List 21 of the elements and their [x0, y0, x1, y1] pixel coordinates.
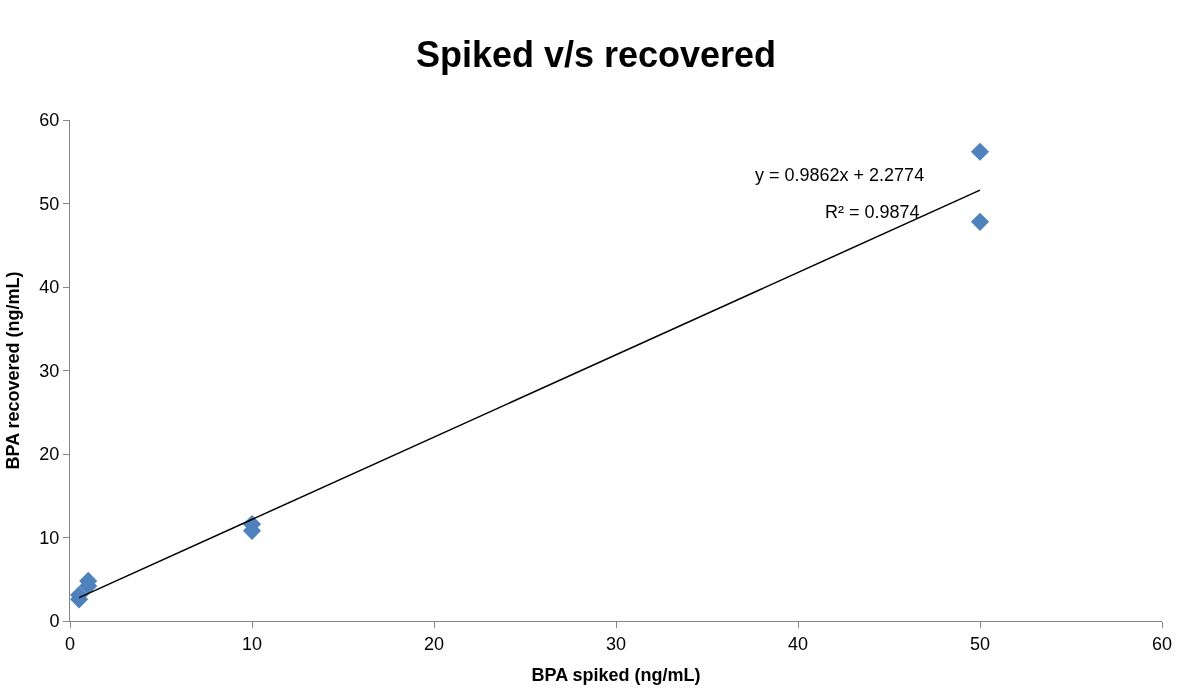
y-tick-label: 60 [39, 110, 60, 131]
x-tick-label: 50 [969, 633, 991, 654]
annotation: y = 0.9862x + 2.2774 [755, 165, 925, 185]
y-tick-label: 10 [39, 527, 60, 548]
point [970, 212, 990, 231]
y-tick-label: 20 [39, 444, 60, 465]
chart-title: Spiked v/s recovered [415, 33, 777, 75]
y-tick-label: 50 [39, 193, 60, 214]
y-tick-label: 30 [39, 360, 60, 381]
x-tick-label: 0 [64, 633, 76, 654]
x-tick-label: 30 [605, 633, 627, 654]
x-axis-title: BPA spiked (ng/mL) [531, 664, 701, 685]
point [970, 142, 990, 161]
x-tick-label: 40 [787, 633, 809, 654]
x-tick-label: 60 [1151, 633, 1173, 654]
y-axis-title: BPA recovered (ng/mL) [2, 271, 23, 470]
annotation: R² = 0.9874 [825, 202, 920, 222]
y-tick-label: 40 [39, 277, 60, 298]
x-tick-label: 10 [241, 633, 263, 654]
y-tick-label: 0 [49, 611, 60, 632]
x-tick-label: 20 [423, 633, 445, 654]
